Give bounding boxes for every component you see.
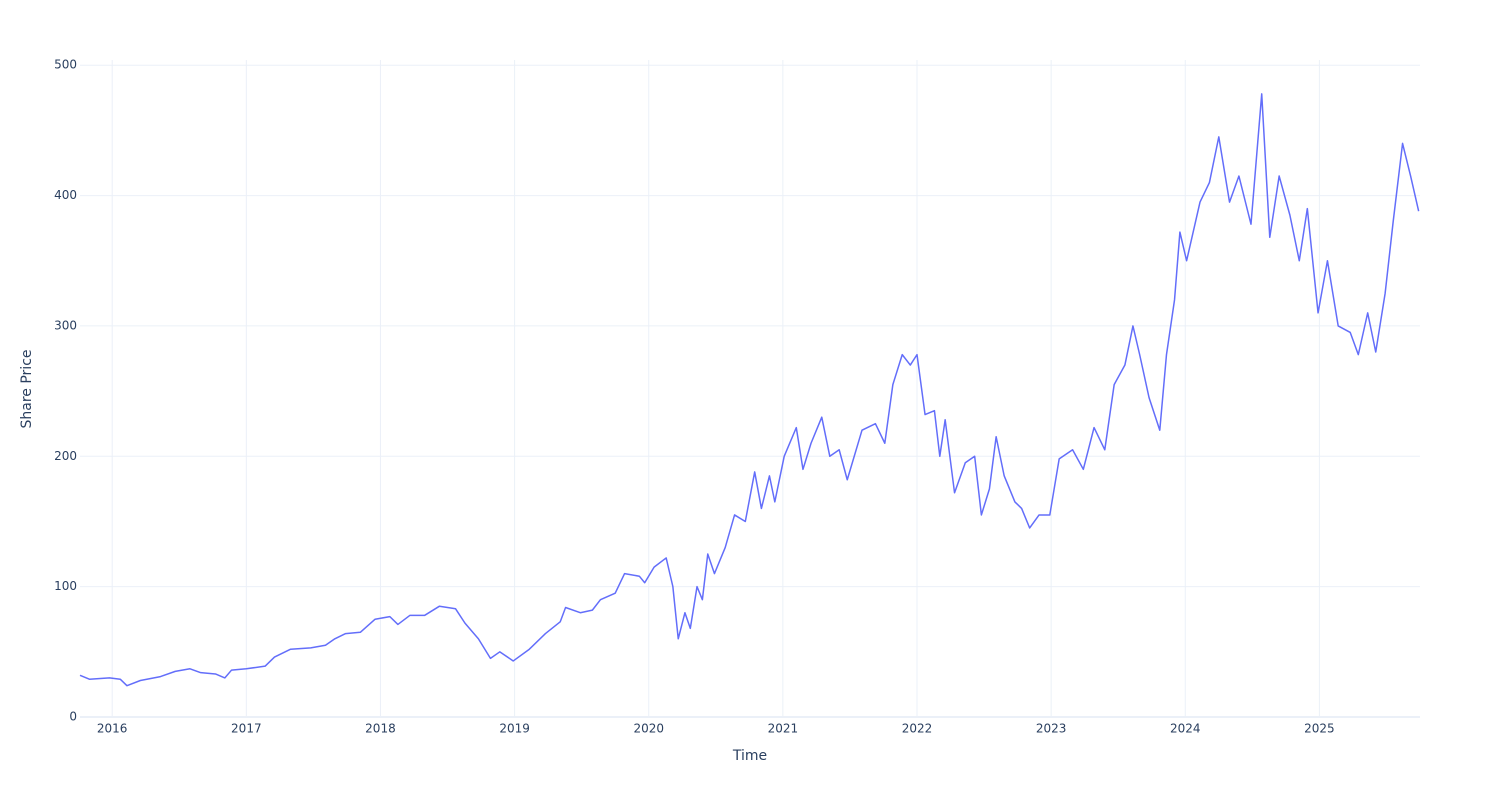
y-tick-label: 100 [54,579,77,593]
x-tick-label: 2019 [499,722,530,736]
y-axis-title: Share Price [19,349,35,428]
x-tick-label: 2021 [768,722,799,736]
x-axis-title: Time [732,748,767,764]
x-tick-label: 2024 [1170,722,1201,736]
x-tick-label: 2016 [97,722,128,736]
price-line [79,93,1420,687]
x-tick-label: 2023 [1036,722,1067,736]
y-tick-label: 500 [54,58,77,72]
y-tick-label: 200 [54,449,77,463]
x-tick-label: 2018 [365,722,396,736]
x-tick-label: 2017 [231,722,262,736]
x-tick-label: 2022 [902,722,933,736]
y-tick-label: 400 [54,188,77,202]
x-tick-label: 2020 [633,722,664,736]
y-tick-label: 0 [69,710,77,724]
x-tick-label: 2025 [1304,722,1335,736]
y-tick-label: 300 [54,318,77,332]
